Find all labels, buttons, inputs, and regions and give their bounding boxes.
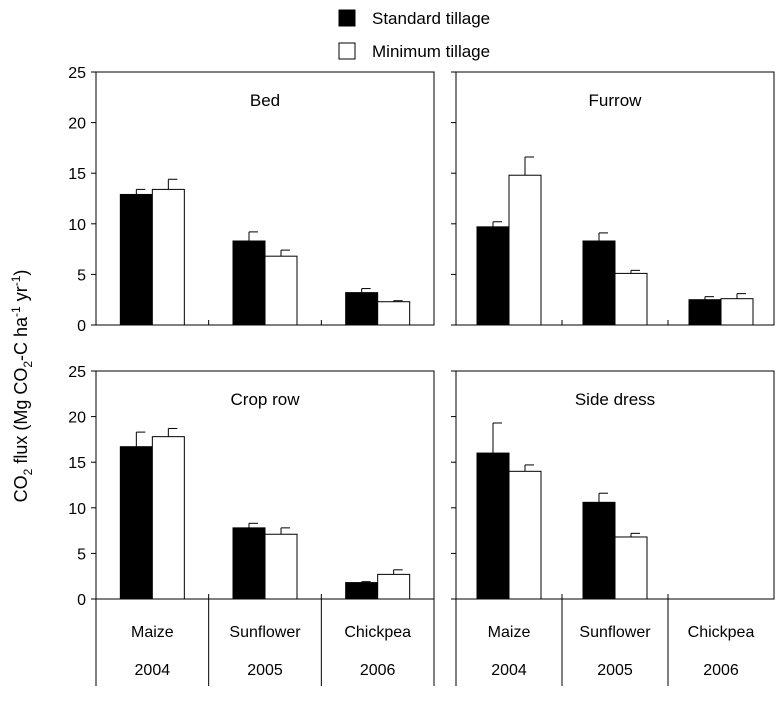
category-label: Chickpea [344, 624, 411, 641]
bar-minimum-maize [508, 174, 542, 326]
year-label: 2004 [491, 662, 527, 679]
bar-minimum-chickpea [720, 298, 754, 326]
legend-swatch-standard [338, 9, 356, 27]
bar-standard-chickpea [345, 292, 379, 326]
legend-label-minimum: Minimum tillage [372, 42, 490, 61]
panels: 0 5 10 15 20 25 Bed Furrow 0 5 10 15 20 25 Crop row Sid… [68, 65, 775, 609]
bar-minimum-chickpea [377, 573, 411, 600]
panel-title: Furrow [589, 91, 643, 110]
bar-standard-sunflower [582, 501, 616, 600]
category-axis: Maize 2004 Sunflower 2005 Chickpea 2006 Maize 2… [95, 599, 755, 686]
category-label: Sunflower [229, 624, 301, 641]
y-axis-label: CO2 flux (Mg CO2-C ha-1 yr-1) [9, 270, 35, 503]
panel-title: Bed [250, 91, 280, 110]
bar-minimum-maize [151, 436, 185, 600]
y-tick-label: 5 [77, 546, 86, 563]
legend: Standard tillage Minimum tillage [338, 9, 490, 61]
panel-side-dress: Side dress [451, 370, 775, 600]
y-tick-label: 10 [68, 501, 86, 518]
bar-standard-maize [119, 446, 153, 600]
category-label: Chickpea [688, 624, 755, 641]
panel-bed: 0 5 10 15 20 25 Bed [68, 65, 435, 335]
bar-standard-maize [119, 193, 153, 326]
bar-minimum-sunflower [614, 272, 648, 326]
y-tick-label: 15 [68, 455, 86, 472]
year-label: 2005 [247, 662, 283, 679]
bar-standard-chickpea [688, 299, 722, 326]
bar-standard-chickpea [345, 582, 379, 600]
y-tick-label: 15 [68, 166, 86, 183]
category-label: Maize [131, 624, 174, 641]
y-tick-label: 0 [77, 318, 86, 335]
bar-standard-sunflower [582, 240, 616, 326]
legend-label-standard: Standard tillage [372, 9, 490, 28]
y-tick-label: 0 [77, 592, 86, 609]
bar-minimum-sunflower [614, 536, 648, 600]
year-label: 2005 [597, 662, 633, 679]
year-label: 2006 [360, 662, 396, 679]
year-label: 2004 [135, 662, 171, 679]
y-tick-label: 20 [68, 116, 86, 133]
panel-title: Side dress [575, 390, 655, 409]
bar-standard-sunflower [232, 240, 266, 326]
category-label: Sunflower [579, 624, 651, 641]
year-label: 2006 [703, 662, 739, 679]
panel-crop-row: 0 5 10 15 20 25 Crop row [68, 364, 435, 609]
bar-minimum-chickpea [377, 301, 411, 326]
bar-standard-sunflower [232, 527, 266, 600]
bar-minimum-maize [151, 188, 185, 326]
y-tick-label: 10 [68, 217, 86, 234]
y-tick-label: 25 [68, 364, 86, 381]
category-label: Maize [488, 624, 531, 641]
y-tick-label: 5 [77, 267, 86, 284]
bar-standard-maize [476, 452, 510, 600]
bar-minimum-sunflower [264, 255, 298, 326]
bar-standard-maize [476, 226, 510, 326]
panel-title: Crop row [231, 390, 301, 409]
panel-furrow: Furrow [451, 71, 775, 326]
legend-swatch-minimum [338, 42, 356, 60]
y-tick-label: 25 [68, 65, 86, 82]
bar-minimum-maize [508, 470, 542, 600]
y-tick-label: 20 [68, 410, 86, 427]
bar-minimum-sunflower [264, 533, 298, 600]
